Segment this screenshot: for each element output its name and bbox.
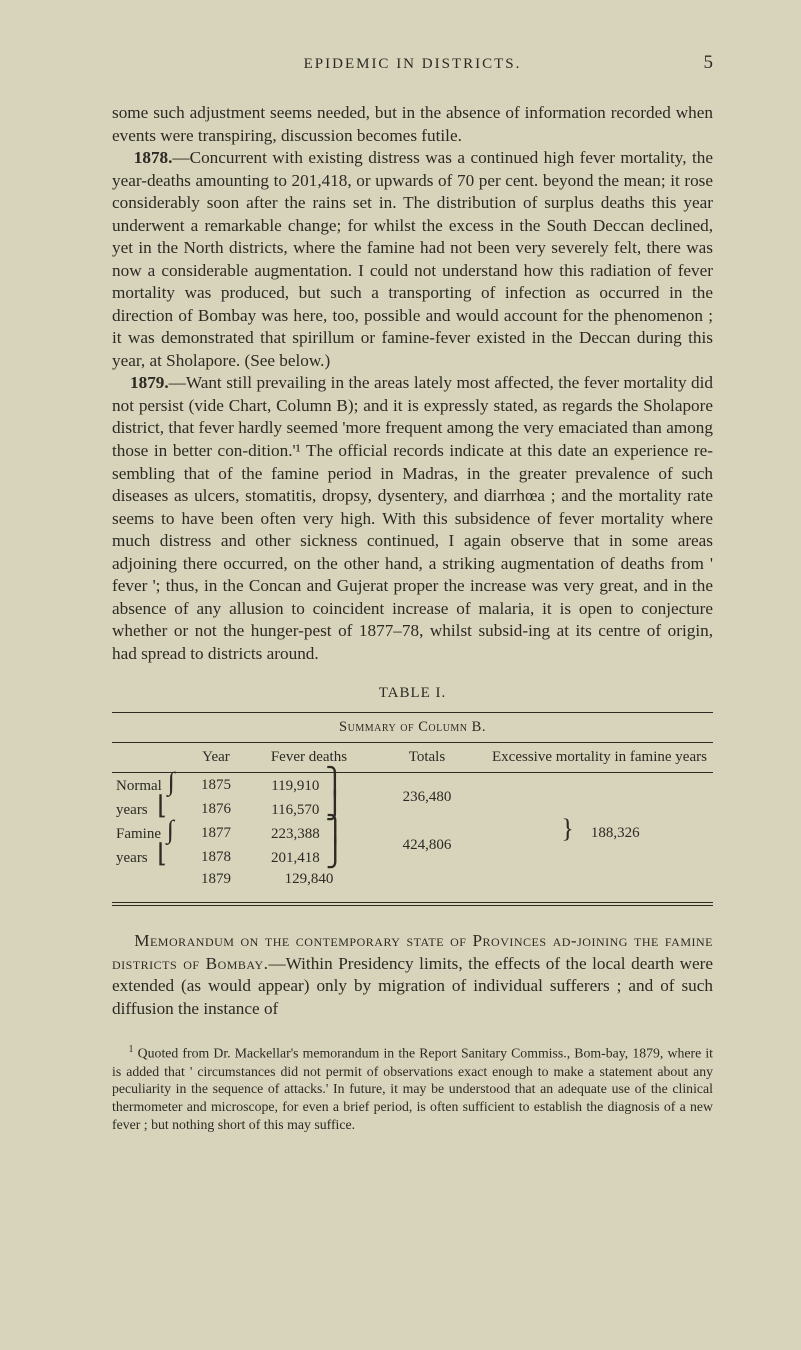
- cell-total-2: 424,806: [368, 821, 486, 869]
- page: EPIDEMIC IN DISTRICTS. 5 some such adjus…: [0, 0, 801, 1350]
- cell-total-1: 236,480: [368, 773, 486, 822]
- label-years2: years: [116, 850, 148, 866]
- body-text: some such adjustment seems needed, but i…: [112, 102, 713, 665]
- page-header: EPIDEMIC IN DISTRICTS. 5: [112, 52, 713, 74]
- label-years1: years: [116, 802, 148, 818]
- paragraph-2: 1878.—Concurrent with existing distress …: [112, 147, 713, 372]
- cell-year-4: 1878: [182, 845, 250, 869]
- cell-fd-5: 129,840: [250, 869, 368, 890]
- paragraph-3: 1879.—Want still prevailing in the areas…: [112, 372, 713, 665]
- row-label-empty: [112, 869, 182, 890]
- table-caption: TABLE I.: [112, 685, 713, 702]
- footnote: 1 Quoted from Dr. Mackellar's memorandum…: [112, 1044, 713, 1133]
- paragraph-2-body: —Concurrent with existing distress was a…: [112, 148, 713, 370]
- memorandum-text: Memorandum on the contemporary state of …: [112, 930, 713, 1020]
- fd1-val: 119,910: [271, 778, 319, 794]
- table-row: Normal ∫ 1875 119,910 ⎫ 236,480 } 188,32…: [112, 773, 713, 798]
- table-outer-box: Summary of Column B. Year Fever deaths T…: [112, 712, 713, 903]
- cell-fd-4: 201,418 ⎭: [250, 845, 368, 869]
- running-head: EPIDEMIC IN DISTRICTS.: [132, 56, 693, 73]
- row-label-famine: Famine ∫: [112, 821, 182, 845]
- brace-close5-icon: ⌊: [155, 839, 169, 868]
- cell-year-5: 1879: [182, 869, 250, 890]
- table-summary-title: Summary of Column B.: [112, 719, 713, 736]
- paragraph-3-body: —Want still prevailing in the areas late…: [112, 373, 713, 662]
- fd3-val: 223,388: [271, 826, 320, 842]
- brace-big-close-icon: }: [559, 814, 575, 843]
- footnote-text: Quoted from Dr. Mackellar's memorandum i…: [112, 1046, 713, 1132]
- brace-close6-icon: ⎭: [323, 839, 347, 868]
- col-fever-deaths: Fever deaths: [250, 743, 368, 773]
- paragraph-1: some such adjustment seems needed, but i…: [112, 102, 713, 147]
- col-year: Year: [182, 743, 250, 773]
- cell-total-empty: [368, 869, 486, 890]
- col-excessive: Excessive mortality in famine years: [486, 743, 713, 773]
- col-totals: Totals: [368, 743, 486, 773]
- excessive-val: 188,326: [591, 825, 640, 841]
- cell-fd-2: 116,570 ⎭: [250, 797, 368, 821]
- page-number: 5: [693, 52, 713, 74]
- cell-excessive: } 188,326: [486, 773, 713, 891]
- cell-year-2: 1876: [182, 797, 250, 821]
- summary-table: Year Fever deaths Totals Excessive morta…: [112, 742, 713, 890]
- memorandum-paragraph: Memorandum on the contemporary state of …: [112, 930, 713, 1020]
- year-lead-1879: 1879.: [130, 373, 169, 392]
- row-label-normal: Normal ∫: [112, 773, 182, 798]
- fd4-val: 201,418: [271, 850, 320, 866]
- cell-year-3: 1877: [182, 821, 250, 845]
- cell-fd-3: 223,388 ⎫: [250, 821, 368, 845]
- year-lead-1878: 1878.: [134, 148, 173, 167]
- table-bottom-rule: [112, 905, 713, 906]
- cell-year-1: 1875: [182, 773, 250, 798]
- cell-fd-1: 119,910 ⎫: [250, 773, 368, 798]
- fd2-val: 116,570: [271, 802, 319, 818]
- table-header-row: Year Fever deaths Totals Excessive morta…: [112, 743, 713, 773]
- row-label-years2: years ⌊: [112, 845, 182, 869]
